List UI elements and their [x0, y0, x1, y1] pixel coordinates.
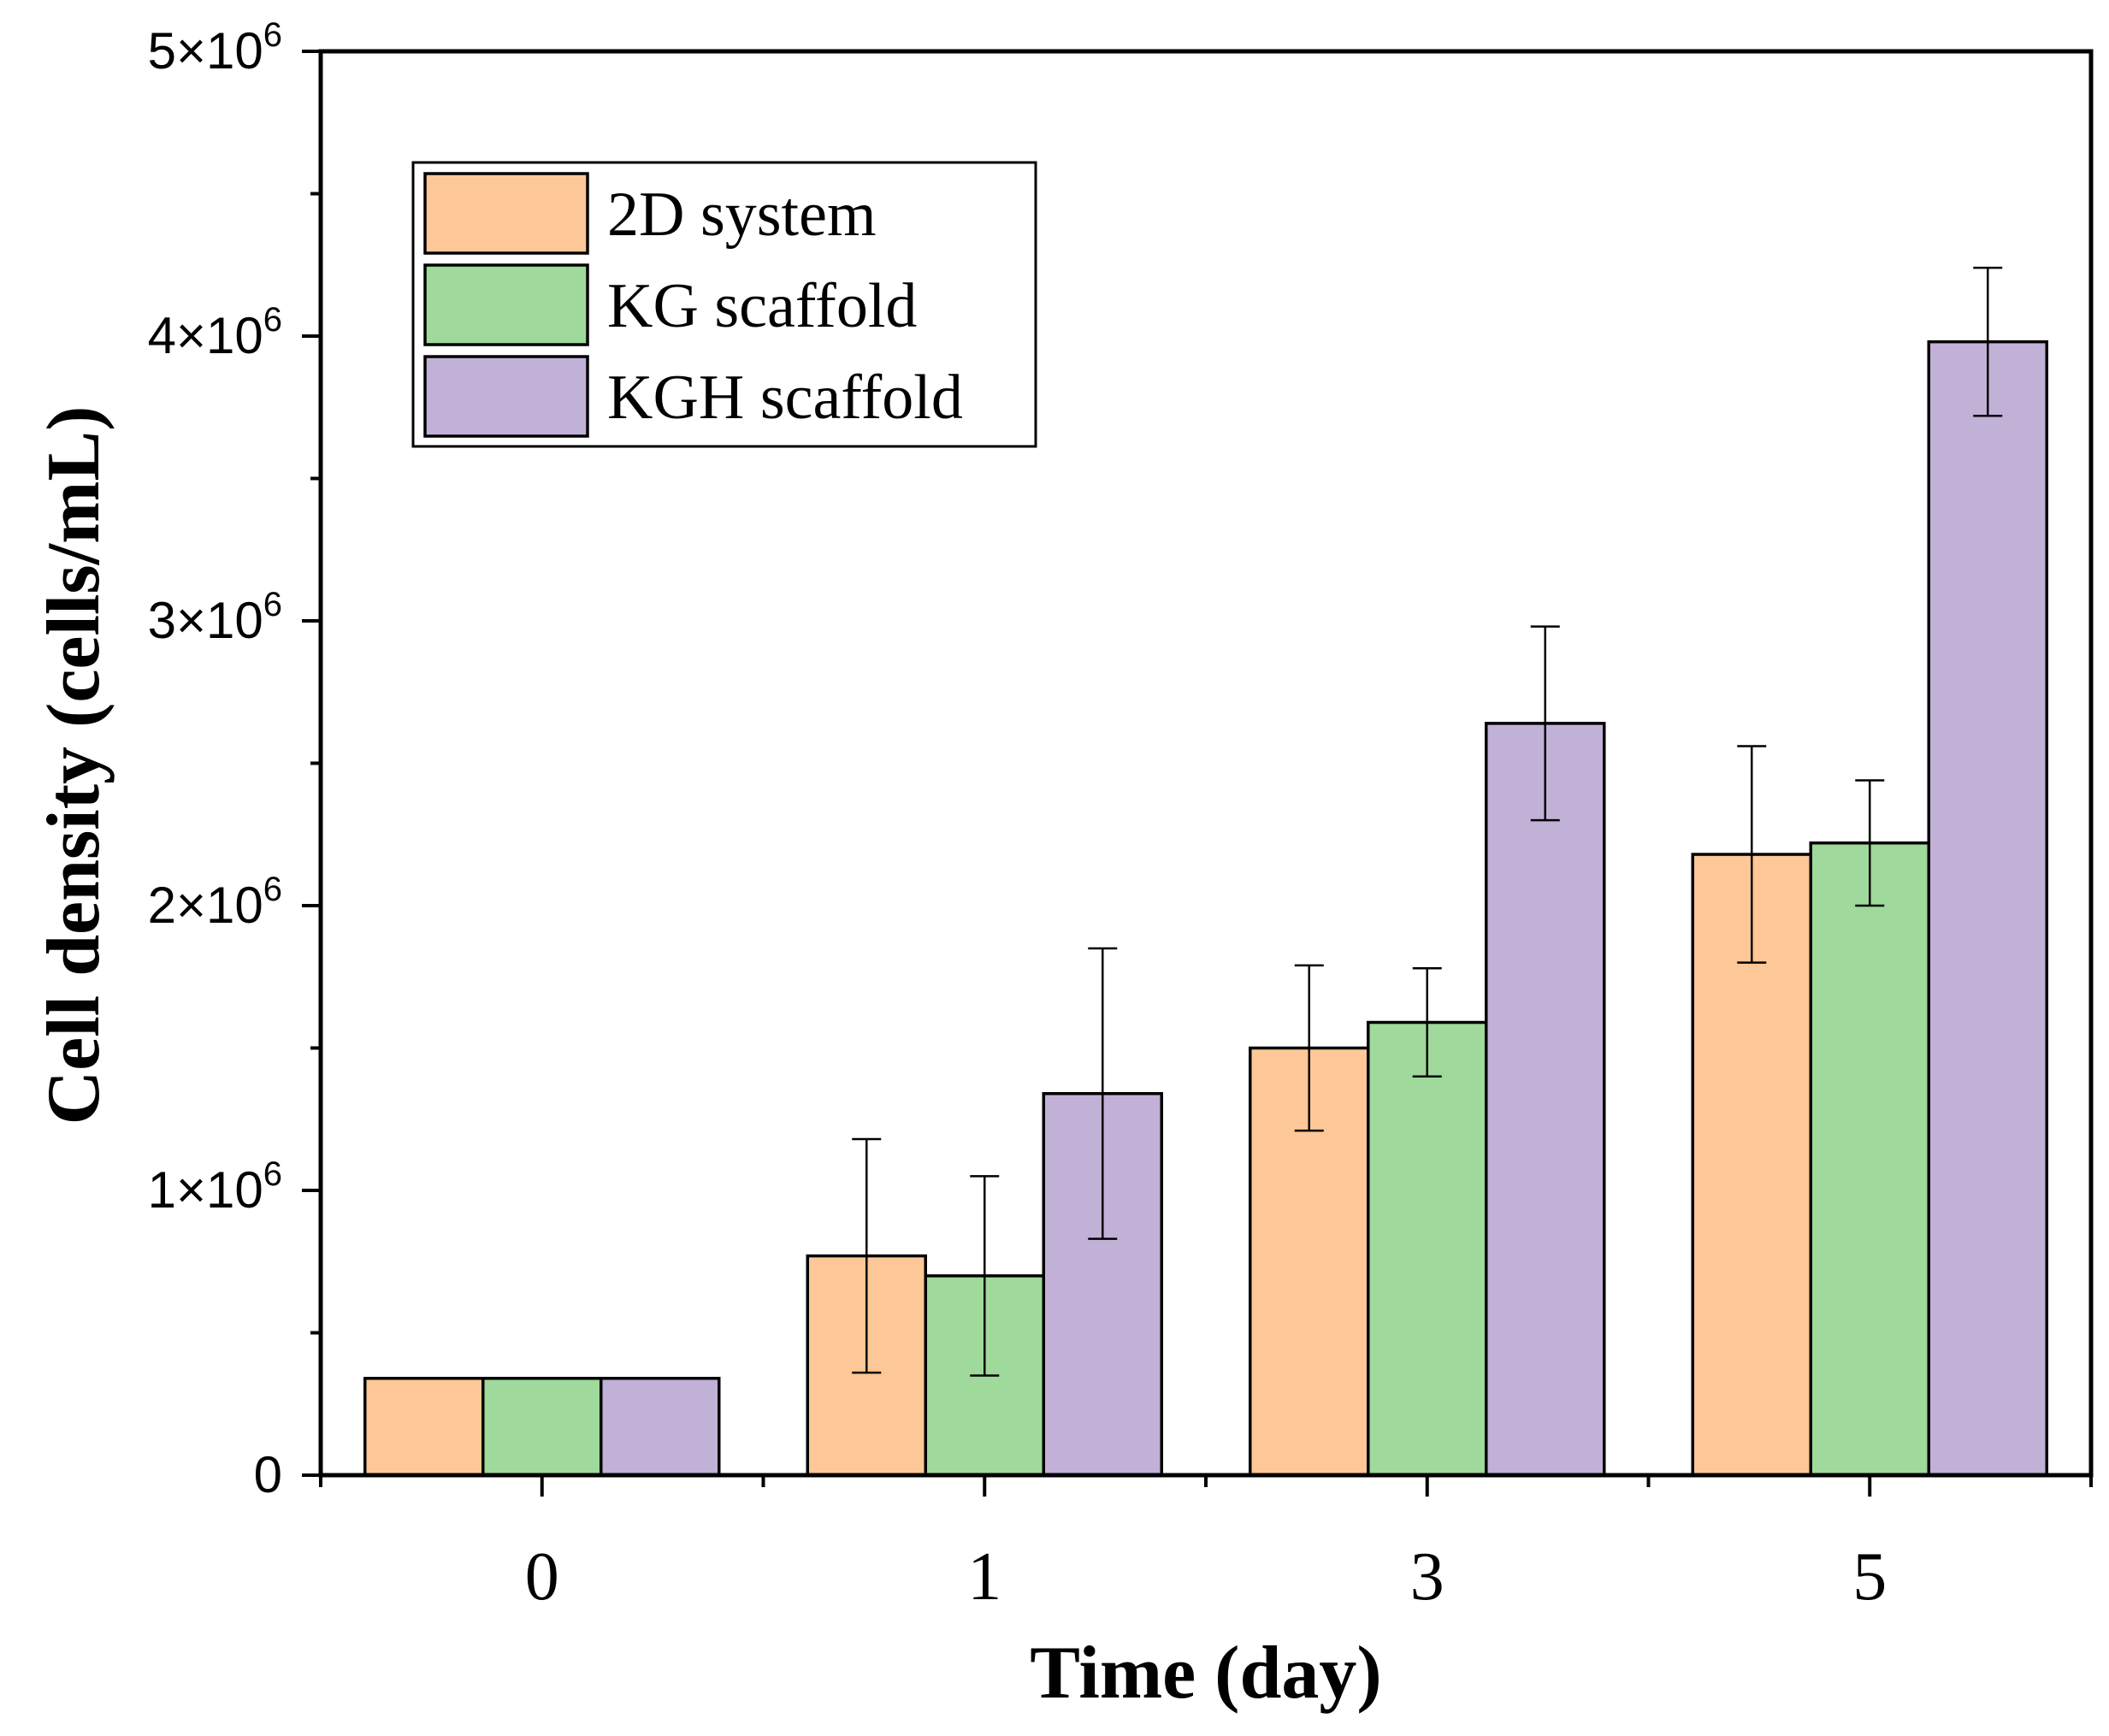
error-bar-2d-system-day-1 — [852, 1137, 882, 1374]
bars-layer — [363, 340, 2048, 1477]
legend-label-kg-scaffold: KG scaffold — [607, 271, 917, 341]
bar-kgh-scaffold-day-0 — [600, 1377, 721, 1477]
error-bar-kgh-scaffold-day-3 — [1530, 625, 1560, 822]
error-bar-kgh-scaffold-day-5 — [1973, 266, 2003, 417]
x-tick-label: 1 — [967, 1539, 1001, 1615]
y-tick-label: 5×106 — [148, 16, 282, 80]
error-bar-2d-system-day-3 — [1294, 964, 1324, 1132]
y-tick-label: 0 — [254, 1446, 282, 1503]
y-tick-label: 3×106 — [148, 586, 282, 649]
legend: 2D system KG scaffold KGH scaffold — [411, 161, 1037, 448]
y-tick-label: 4×106 — [148, 301, 282, 364]
bar-kg-scaffold-day-3 — [1367, 1020, 1488, 1477]
error-bar-kgh-scaffold-day-1 — [1088, 947, 1118, 1240]
bar-kg-scaffold-day-0 — [481, 1377, 603, 1477]
x-axis-ticks: 0 1 3 5 — [319, 1475, 2093, 1615]
x-tick-label: 3 — [1410, 1539, 1444, 1615]
error-bar-kg-scaffold-day-1 — [970, 1175, 1000, 1377]
bar-kgh-scaffold-day-3 — [1485, 722, 1606, 1477]
legend-swatch-kg-scaffold — [423, 263, 589, 346]
legend-label-kgh-scaffold: KGH scaffold — [607, 363, 963, 433]
legend-label-2d-system: 2D system — [607, 180, 877, 250]
error-bar-kg-scaffold-day-5 — [1855, 779, 1885, 907]
bar-2d-system-day-0 — [363, 1377, 485, 1477]
y-tick-label: 1×106 — [148, 1155, 282, 1219]
legend-swatch-kgh-scaffold — [423, 355, 589, 438]
error-bar-kg-scaffold-day-3 — [1412, 967, 1442, 1078]
x-axis-title: Time (day) — [1030, 1632, 1381, 1715]
y-axis-ticks: 0 1×106 2×106 3×106 4×106 5×106 — [148, 16, 321, 1503]
x-tick-label: 0 — [525, 1539, 559, 1615]
error-bars-layer — [852, 266, 2003, 1377]
y-axis-title: Cell density (cells/mL) — [32, 406, 115, 1125]
bar-kg-scaffold-day-5 — [1809, 841, 1930, 1477]
x-tick-label: 5 — [1852, 1539, 1887, 1615]
legend-swatch-2d-system — [423, 172, 589, 255]
error-bar-2d-system-day-5 — [1737, 745, 1767, 964]
bar-kgh-scaffold-day-5 — [1927, 340, 2048, 1477]
y-tick-label: 2×106 — [148, 871, 282, 934]
